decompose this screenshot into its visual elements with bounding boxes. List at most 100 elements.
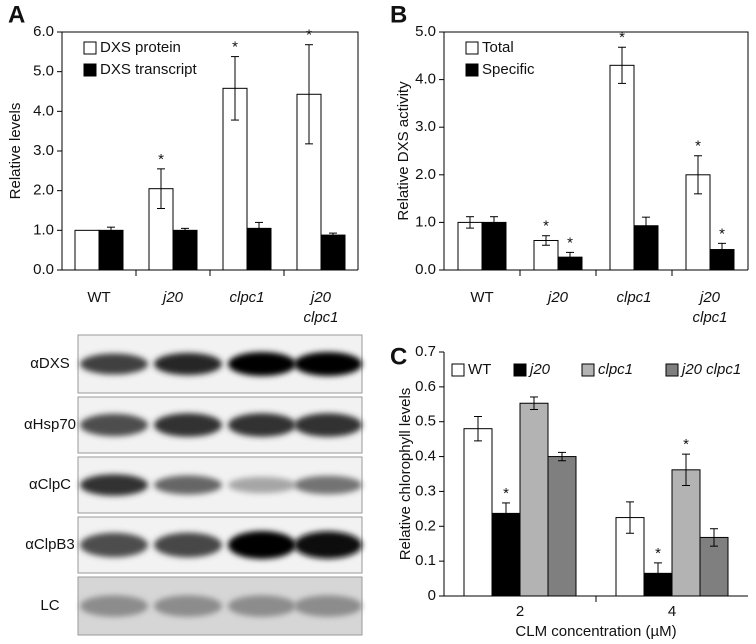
legend-swatch (83, 41, 97, 55)
y-tick-label: 5.0 (415, 23, 436, 40)
y-tick-label: 3.0 (33, 142, 54, 159)
bar (671, 469, 701, 597)
error-bar (466, 216, 474, 229)
blot-band (228, 476, 296, 494)
significance-marker: * (543, 218, 549, 235)
legend-label: Specific (482, 61, 535, 78)
y-axis-label: Relative levels (7, 103, 24, 200)
blot-band (154, 532, 222, 558)
blot-band (294, 595, 362, 617)
bar (481, 221, 507, 271)
legend-label: j20 (528, 361, 551, 378)
blot-band (154, 475, 222, 495)
error-bar (502, 502, 510, 525)
bar (320, 234, 346, 271)
legend-swatch (581, 363, 595, 377)
frame (62, 31, 359, 270)
legend-swatch (513, 363, 527, 377)
x-tick-label: j20 clpc1 (692, 289, 727, 326)
error-bar (626, 501, 634, 534)
error-bar (231, 56, 239, 121)
bar (74, 229, 100, 271)
axes (61, 32, 358, 271)
significance-marker: * (567, 234, 573, 251)
blot-band (294, 413, 362, 437)
bar (98, 229, 124, 271)
legend-label: clpc1 (598, 361, 633, 378)
blot-band (228, 531, 296, 559)
y-tick-label: 3.0 (415, 118, 436, 135)
panel-letter: A (8, 1, 25, 28)
blot-band (154, 595, 222, 617)
y-tick-label: 0.1 (415, 552, 436, 569)
error-bar (181, 227, 189, 233)
bar (491, 512, 521, 597)
x-tick-label: WT (87, 289, 110, 306)
y-tick-label: 1.0 (33, 221, 54, 238)
panel-letter: B (390, 1, 407, 28)
y-tick-label: 0.4 (415, 448, 436, 465)
x-tick-label: j20 clpc1 (303, 289, 338, 326)
error-bar (474, 415, 482, 442)
error-bar (694, 155, 702, 195)
blot-band (294, 531, 362, 559)
legend-swatch (465, 41, 479, 55)
y-axis-label: Relative chlorophyll levels (397, 388, 414, 561)
legend-swatch (465, 63, 479, 77)
blot-label: αClpB3 (25, 536, 75, 553)
y-tick-label: 4.0 (33, 102, 54, 119)
significance-marker: * (695, 138, 701, 155)
blot-band (80, 413, 148, 437)
x-tick-label: j20 (546, 289, 569, 306)
y-tick-label: 4.0 (415, 71, 436, 88)
blot-band (294, 475, 362, 495)
y-tick-label: 1.0 (415, 213, 436, 230)
y-tick-label: 6.0 (33, 23, 54, 40)
blot-band (80, 353, 148, 375)
error-bar (558, 451, 566, 462)
blot-band (294, 352, 362, 376)
x-tick-label: 2 (516, 603, 524, 620)
bar (519, 402, 549, 597)
x-axis-label: CLM concentration (µM) (515, 623, 676, 640)
error-bar (566, 251, 574, 263)
significance-marker: * (683, 436, 689, 453)
x-tick-label: j20 (161, 289, 184, 306)
error-bar (718, 242, 726, 257)
y-tick-label: 0.0 (33, 261, 54, 278)
blot-label: LC (40, 597, 59, 614)
blot-band (80, 595, 148, 617)
axes (443, 352, 748, 597)
error-bar (710, 528, 718, 547)
bar (457, 221, 483, 271)
y-tick-label: 0.5 (415, 413, 436, 430)
y-tick-label: 0.7 (415, 343, 436, 360)
blot-band (80, 474, 148, 496)
bar (172, 229, 198, 271)
error-bar (255, 221, 263, 235)
frame (444, 31, 749, 270)
bar (463, 428, 493, 597)
y-axis-label: Relative DXS activity (395, 81, 412, 221)
legend-label: WT (468, 361, 491, 378)
significance-marker: * (306, 27, 312, 44)
y-tick-label: 0.0 (415, 261, 436, 278)
significance-marker: * (655, 545, 661, 562)
error-bar (305, 44, 313, 145)
significance-marker: * (232, 39, 238, 56)
panel-letter: C (390, 343, 407, 370)
error-bar (682, 453, 690, 487)
x-tick-label: clpc1 (229, 289, 264, 306)
legend-label: Total (482, 39, 514, 56)
blot-band (228, 352, 296, 376)
axes (443, 32, 748, 271)
y-tick-label: 0.3 (415, 482, 436, 499)
significance-marker: * (503, 485, 509, 502)
y-tick-label: 2.0 (415, 166, 436, 183)
error-bar (542, 235, 550, 246)
error-bar (530, 396, 538, 411)
error-bar (157, 168, 165, 210)
bar (609, 64, 635, 271)
legend-label: DXS protein (100, 39, 181, 56)
